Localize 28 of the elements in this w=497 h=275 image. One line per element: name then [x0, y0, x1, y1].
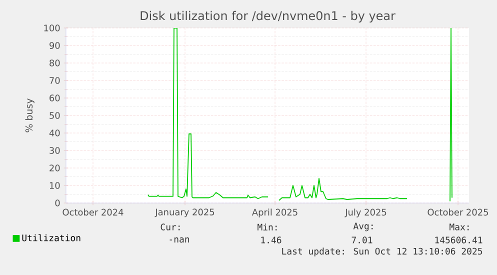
text: Min: [258, 224, 277, 230]
y-tick-label: 20 [50, 164, 60, 172]
y-tick-label: 10 [50, 182, 60, 189]
text: Last update: Sun Oct 12 13:10:06 2025 [282, 248, 482, 256]
x-tick-label: October 2025 [428, 208, 488, 216]
legend-label: Utilization [22, 234, 80, 242]
y-tick-label: 90 [50, 42, 60, 49]
x-tick-label: October 2024 [62, 208, 124, 216]
y-tick-label: 0 [55, 200, 60, 206]
y-tick-label: 80 [50, 60, 60, 66]
y-axis-title: % busy [25, 98, 34, 132]
chart-title: Disk utilization for /dev/nvme0n1 - by year [140, 10, 396, 22]
text: Avg: [353, 222, 373, 232]
text: -nan [170, 237, 190, 243]
text: Max: [450, 224, 469, 230]
text: 145606.41 [435, 236, 482, 244]
text: 1.46 [261, 236, 282, 244]
y-tick-label: 30 [50, 147, 60, 154]
y-tick-label: 100 [44, 24, 60, 32]
x-tick-label: July 2025 [344, 208, 386, 218]
y-tick-label: 60 [50, 94, 60, 102]
text: 7.01 [352, 236, 372, 244]
x-tick-label: January 2025 [154, 208, 214, 218]
text: Cur: [160, 224, 180, 230]
y-tick-label: 40 [49, 130, 60, 136]
y-tick-label: 50 [50, 112, 60, 119]
x-tick-label: April 2025 [252, 208, 298, 218]
y-tick-label: 70 [50, 77, 60, 84]
